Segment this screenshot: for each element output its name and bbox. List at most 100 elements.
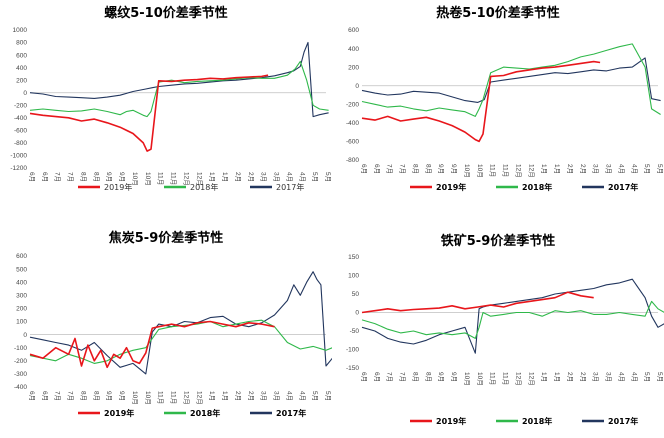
y-tick-label: -50: [350, 328, 360, 335]
x-tick-label: 2月: [579, 164, 587, 174]
chart-title: 焦炭5-9价差季节性: [108, 230, 224, 246]
legend-label: 2018年: [522, 182, 552, 192]
legend-label: 2019年: [104, 408, 134, 418]
x-tick-label: 8月: [424, 164, 432, 174]
x-tick-label: 7月: [386, 372, 394, 382]
x-tick-label: 5月: [656, 372, 664, 382]
x-tick-label: 12月: [182, 172, 190, 186]
x-tick-label: 12月: [182, 391, 190, 405]
x-tick-label: 7月: [67, 172, 75, 182]
x-tick-label: 7月: [54, 391, 62, 401]
legend-label: 2018年: [190, 408, 220, 418]
x-tick-label: 11月: [170, 172, 178, 185]
x-tick-label: 8月: [411, 372, 419, 382]
x-tick-label: 5月: [311, 172, 319, 182]
y-tick-label: 0: [23, 90, 27, 97]
x-tick-label: 2月: [566, 164, 574, 174]
x-tick-label: 1月: [221, 391, 229, 401]
series-line-2017年: [29, 271, 332, 375]
chart-panel-coke: 焦炭5-9价差季节性 600 500 400 300 200 100 0 -100 -200 -30…: [0, 219, 332, 438]
x-tick-label: 8月: [424, 372, 432, 382]
chart-rebar: 螺纹5-10价差季节性 1000 800 600 400 200 0 -200 -400 -600…: [10, 5, 332, 192]
legend-label: 2019年: [104, 182, 132, 192]
x-tick-label: 12月: [195, 391, 203, 405]
x-tick-label: 3月: [592, 372, 600, 382]
y-tick-label: -200: [14, 102, 27, 109]
x-tick-label: 11月: [170, 391, 178, 404]
x-tick-label: 7月: [399, 372, 407, 382]
x-tick-label: 6月: [41, 391, 49, 401]
series-line-2019年: [29, 74, 269, 152]
x-tick-label: 6月: [360, 372, 368, 382]
legend-label: 2019年: [436, 182, 466, 192]
y-tick-label: -600: [346, 139, 359, 146]
x-tick-label: 8月: [411, 164, 419, 174]
y-tick-label: 200: [16, 77, 27, 84]
x-tick-label: 3月: [605, 372, 613, 382]
x-tick-label: 3月: [260, 391, 268, 401]
y-tick-label: 300: [16, 293, 27, 300]
x-tick-label: 12月: [514, 164, 522, 178]
x-tick-label: 6月: [41, 172, 49, 182]
series-line-2018年: [361, 300, 664, 339]
y-tick-label: 0: [355, 83, 359, 90]
y-tick-label: 600: [16, 52, 27, 59]
x-tick-label: 12月: [195, 172, 203, 186]
y-tick-label: -150: [346, 365, 359, 372]
series-line-2017年: [361, 57, 661, 103]
x-tick-label: 4月: [298, 391, 306, 401]
x-tick-label: 8月: [92, 172, 100, 182]
chart-coke: 焦炭5-9价差季节性 600 500 400 300 200 100 0 -100 -200 -30…: [14, 230, 332, 418]
y-tick-label: 100: [16, 319, 27, 326]
x-tick-label: 4月: [285, 172, 293, 182]
x-tick-label: 10月: [144, 172, 152, 186]
x-tick-label: 1月: [553, 164, 561, 174]
x-tick-label: 9月: [437, 372, 445, 382]
x-tick-label: 4月: [285, 391, 293, 401]
series-line-2017年: [361, 278, 664, 354]
x-tick-label: 4月: [298, 172, 306, 182]
y-tick-label: -400: [346, 120, 359, 127]
y-tick-label: 1000: [13, 27, 28, 34]
series-line-2018年: [29, 60, 329, 118]
series-line-2018年: [361, 43, 661, 117]
x-tick-label: 4月: [630, 164, 638, 174]
series-line-2017年: [29, 41, 329, 118]
y-tick-label: 0: [355, 310, 359, 317]
x-tick-label: 6月: [373, 372, 381, 382]
y-tick-label: 50: [352, 291, 360, 298]
y-tick-label: -400: [14, 384, 27, 391]
y-tick-label: -100: [14, 345, 27, 352]
x-tick-label: 10月: [144, 391, 152, 405]
x-tick-label: 10月: [463, 372, 471, 386]
x-tick-label: 12月: [514, 372, 522, 386]
y-tick-label: -300: [14, 371, 27, 378]
x-tick-label: 11月: [502, 164, 510, 177]
series-line-2018年: [29, 319, 332, 364]
series-line-2019年: [29, 320, 275, 369]
x-tick-label: 3月: [260, 172, 268, 182]
legend-label: 2018年: [522, 416, 552, 426]
series-line-2019年: [361, 291, 594, 314]
y-tick-label: 800: [16, 40, 27, 47]
x-tick-label: 11月: [502, 372, 510, 385]
x-tick-label: 7月: [67, 391, 75, 401]
chart-panel-hrc: 热卷5-10价差季节性 600 400 200 0 -200 -400 -600 -800 6月 6…: [332, 0, 664, 219]
x-tick-label: 5月: [643, 164, 651, 174]
x-tick-label: 12月: [527, 164, 535, 178]
x-tick-label: 5月: [324, 172, 332, 182]
x-tick-label: 5月: [311, 391, 319, 401]
x-tick-label: 10月: [476, 164, 484, 178]
x-tick-label: 1月: [208, 391, 216, 401]
y-tick-label: -1200: [10, 165, 27, 172]
x-tick-label: 7月: [386, 164, 394, 174]
x-tick-label: 1月: [221, 172, 229, 182]
y-tick-label: -800: [14, 140, 27, 147]
x-tick-label: 11月: [489, 372, 497, 385]
x-tick-label: 10月: [463, 164, 471, 178]
y-tick-label: 600: [16, 253, 27, 260]
y-tick-label: -200: [14, 358, 27, 365]
x-tick-label: 3月: [592, 164, 600, 174]
x-tick-label: 7月: [54, 172, 62, 182]
x-tick-label: 9月: [450, 164, 458, 174]
